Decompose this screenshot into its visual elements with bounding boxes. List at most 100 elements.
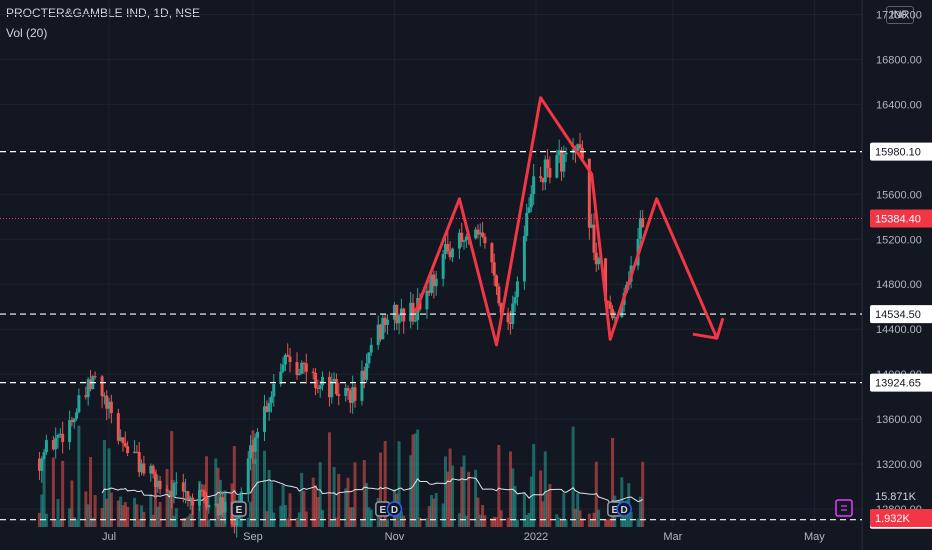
volume-bar — [246, 517, 250, 527]
candle-body — [249, 445, 253, 459]
candle-body — [490, 243, 494, 263]
volume-indicator-label[interactable]: Vol (20) — [6, 26, 48, 40]
candle-body — [441, 253, 445, 279]
volume-bar — [140, 505, 144, 527]
volume-bar — [216, 467, 220, 527]
candle-body — [446, 244, 450, 252]
flag-icon-frame — [835, 499, 853, 517]
candle-body — [559, 150, 563, 172]
volume-bar — [204, 456, 208, 527]
volume-bar — [478, 514, 482, 527]
volume-bar — [467, 471, 471, 527]
candle-body — [137, 451, 141, 473]
candle-body — [351, 387, 355, 403]
candle-body — [172, 483, 176, 497]
candle-body — [269, 396, 273, 403]
candle-body — [483, 236, 487, 244]
volume-bar — [109, 492, 113, 527]
chart-symbol-title[interactable]: PROCTER&GAMBLE IND, 1D, NSE — [6, 6, 201, 20]
volume-bar — [571, 426, 575, 527]
candle-body — [304, 363, 308, 372]
candle-body — [311, 371, 315, 373]
pattern-drawing — [413, 96, 719, 347]
volume-bar — [207, 519, 211, 527]
volume-bar — [269, 482, 273, 527]
flag-icon[interactable] — [835, 499, 853, 517]
candle-body — [460, 232, 464, 242]
volume-bar — [121, 505, 125, 527]
volume-bar — [562, 493, 566, 527]
price-tags: 15980.1014534.5013924.6512704.9515384.40… — [870, 142, 932, 529]
price-tick-label: 17200.00 — [876, 9, 922, 21]
candle-body — [522, 235, 526, 282]
volume-bar — [300, 472, 304, 527]
candle-body — [279, 371, 283, 384]
candle-body — [462, 240, 466, 242]
volume-bar — [348, 507, 352, 527]
volume-bar — [636, 518, 640, 527]
event-marker-label: D — [391, 505, 398, 516]
volume-bar — [288, 493, 292, 527]
candle-body — [474, 229, 478, 239]
candle-body — [321, 376, 325, 386]
volume-bar — [564, 519, 568, 527]
price-tick-label: 15200.00 — [876, 234, 922, 246]
volume-bar — [606, 519, 610, 527]
candle-body — [40, 458, 44, 471]
candle-body — [476, 229, 480, 235]
volume-bar — [321, 509, 325, 527]
candle-body — [119, 437, 123, 441]
volume-value-tag-bg — [870, 509, 932, 527]
candle-body — [395, 304, 399, 324]
candle-body — [564, 152, 568, 155]
candle-body — [204, 496, 208, 508]
volume-bar — [490, 518, 494, 527]
volume-bar — [450, 465, 454, 527]
dividend-marker — [386, 501, 403, 517]
volume-bar — [362, 459, 366, 527]
volume-ma-tag: 15.871K — [875, 491, 917, 503]
currency-badge[interactable]: INR — [886, 6, 914, 24]
candle-body — [54, 437, 58, 450]
candle-body — [348, 390, 352, 403]
candle-body — [116, 413, 120, 441]
candle-body — [457, 232, 461, 249]
candle-body — [344, 387, 348, 396]
candle-body — [399, 308, 403, 316]
volume-bar — [302, 490, 306, 527]
volume-bar — [172, 515, 176, 527]
candle-body — [527, 207, 531, 213]
volume-bar — [476, 497, 480, 527]
volume-bar — [418, 517, 422, 527]
candle-body — [413, 320, 417, 322]
volume-bar — [379, 452, 383, 527]
volume-bar — [156, 506, 160, 527]
arrow-head — [692, 317, 725, 340]
volume-bar — [251, 430, 255, 527]
candle-body — [638, 218, 642, 240]
candle-body — [123, 443, 127, 447]
candle-body — [369, 344, 373, 353]
volume-bar — [267, 469, 271, 527]
volume-bar — [84, 491, 88, 527]
event-marker-label: E — [236, 505, 243, 516]
volume-bar — [295, 517, 299, 527]
candle-body — [620, 304, 624, 318]
candle-body — [109, 401, 113, 414]
candle-body — [604, 258, 608, 302]
candle-body — [153, 473, 157, 487]
candle-body — [543, 159, 547, 183]
candle-body — [539, 176, 543, 179]
volume-bar — [105, 498, 109, 527]
volume-bar — [86, 504, 90, 527]
candle-body — [330, 381, 334, 398]
volume-bars — [37, 425, 645, 527]
volume-bar — [283, 505, 287, 527]
volume-bar — [184, 517, 188, 527]
volume-bar — [346, 477, 350, 527]
volume-bar — [56, 498, 60, 527]
volume-bar — [597, 509, 601, 527]
volume-bar — [181, 518, 185, 527]
